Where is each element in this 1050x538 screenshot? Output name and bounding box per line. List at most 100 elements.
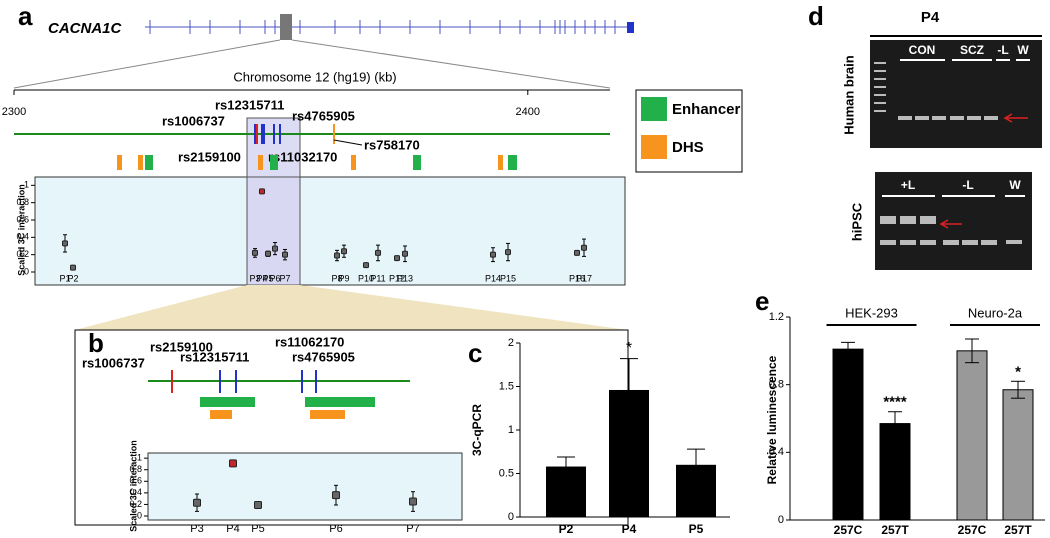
y-tick-label: 0 [24,266,29,276]
y-tick-label: 1.2 [769,311,784,323]
snp-label: rs12315711 [180,349,249,364]
x-tick-label: P15 [500,273,516,283]
region-mark [138,155,143,170]
annotation: **** [883,394,907,411]
group-label: HEK-293 [845,305,898,320]
lane-label: SCZ [960,43,984,57]
point [282,251,288,258]
x-tick-label: P6 [269,273,280,283]
lane-label: W [1017,43,1029,57]
dhs [310,410,345,419]
snp-label: rs11062170 [275,334,344,349]
lane-label: CON [909,43,936,57]
y-tick-label: 0.2 [16,249,29,259]
legend-swatch [641,135,667,159]
point [409,497,417,506]
point [334,252,340,259]
x-tick-label: P11 [370,273,385,283]
bar [832,348,864,521]
x-tick-label: P4 [256,273,267,283]
region-mark [498,155,503,170]
x-tick-label: P9 [338,273,349,283]
legend-swatch [641,97,667,121]
point [272,245,278,252]
gel-title: P4 [921,9,940,26]
x-tick-label: P2 [67,273,78,283]
point [363,262,369,269]
bar [879,423,911,521]
y-tick-label: 0.4 [16,232,29,242]
y-axis-label: Scaled 3C interaction [16,184,26,276]
x-tick-label: 257T [881,523,909,537]
x-tick-label: P5 [251,523,264,535]
region-mark [413,155,421,170]
y-axis-label: Relative luminescence [765,355,779,484]
y-tick-label: 1.5 [499,380,514,392]
y-tick-label: 0 [508,511,514,523]
point [505,249,511,256]
y-tick-label: 2 [508,337,514,349]
y-axis-label: 3C-qPCR [470,404,484,456]
point [394,255,400,262]
y-tick-label: 1 [24,180,29,190]
region-mark [258,155,263,170]
point [259,188,265,195]
gel-bands [874,62,1022,245]
x-tick-label: P5 [262,273,273,283]
x-tick-label: P5 [689,522,704,536]
y-tick-label: 0 [778,514,784,526]
snp-label: rs2159100 [178,149,241,164]
highlight-box [246,176,301,286]
ruler-tick-label: 2300 [2,106,26,118]
x-tick-label: P6 [329,523,342,535]
x-tick-label: P1 [59,273,70,283]
zoom-trapezoid [75,285,628,330]
x-tick-label: P7 [279,273,290,283]
y-tick-label: 0.4 [129,487,142,497]
x-tick-label: P12 [389,273,405,283]
point [402,250,408,257]
plot-area [34,176,626,286]
point [252,249,258,256]
enhancer [305,397,375,407]
y-tick-label: 0.5 [499,467,514,479]
snp-label: rs4765905 [292,108,355,123]
point [62,240,68,247]
x-tick-label: P4 [622,522,637,536]
x-tick-label: P13 [397,273,413,283]
snp-label: rs4765905 [292,349,355,364]
panel-label: b [88,328,104,358]
x-tick-label: P17 [576,273,592,283]
x-tick-label: P8 [331,273,342,283]
snp-leader [333,139,363,146]
x-tick-label: 257T [1004,523,1032,537]
x-tick-label: 257C [834,523,863,537]
plot-area [147,452,463,521]
region-mark [145,155,153,170]
x-tick-label: 257C [958,523,987,537]
point [341,248,347,255]
arrow [1003,113,1013,123]
gel [870,40,1042,148]
legend-label: Enhancer [672,101,741,118]
gene-end [627,22,634,33]
point [581,244,587,251]
y-tick-label: 0.8 [769,379,784,391]
gel-label: hiPSC [849,202,864,241]
gene-zoom-box [280,14,292,40]
point [265,250,271,257]
x-tick-label: P10 [358,273,374,283]
point [574,249,580,256]
legend-label: DHS [672,139,704,156]
x-tick-label: P16 [569,273,585,283]
y-tick-label: 0.4 [769,446,784,458]
lane-label: -L [962,178,973,192]
point [490,251,496,258]
y-tick-label: 0.6 [129,476,142,486]
annotation: * [626,340,632,357]
point [193,498,201,507]
lane-label: +L [901,178,915,192]
zoom-line [291,39,611,89]
point [332,491,340,500]
gene-name: CACNA1C [48,20,123,37]
